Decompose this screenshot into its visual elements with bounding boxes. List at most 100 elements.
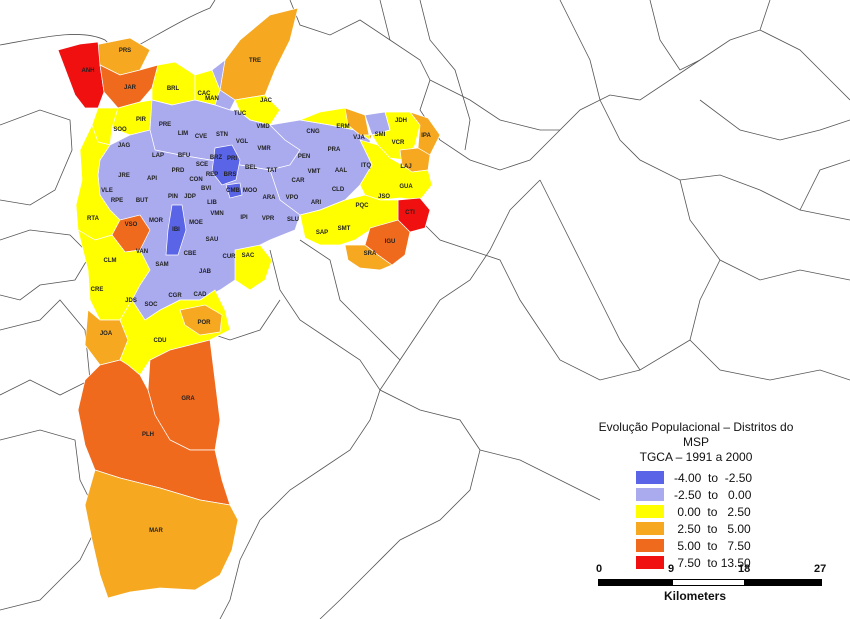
label-gua: GUA [399, 184, 413, 190]
district-anh [57, 41, 105, 109]
label-ibi: IBI [172, 227, 180, 233]
label-moo: MOO [243, 188, 258, 194]
label-gra: GRA [181, 396, 195, 402]
label-sce: SCE [196, 162, 208, 168]
legend-swatch [636, 505, 664, 518]
district-sac [234, 244, 273, 291]
label-sau: SAU [206, 237, 219, 243]
label-vso: VSO [125, 222, 138, 228]
label-clm: CLM [104, 258, 117, 264]
label-pqc: PQC [355, 203, 369, 209]
district-cmb [225, 182, 243, 199]
scale-segment [598, 579, 674, 586]
label-api: API [147, 176, 157, 182]
label-lim: LIM [178, 131, 188, 137]
label-vmr: VMR [257, 146, 271, 152]
label-erm: ERM [336, 124, 349, 130]
scale-tick: 9 [668, 563, 675, 575]
scale-unit-label: Kilometers [664, 589, 727, 603]
label-vpo: VPO [286, 195, 299, 201]
label-cdu: CDU [154, 338, 167, 344]
label-jds: JDS [125, 298, 137, 304]
label-car: CAR [292, 178, 306, 184]
district-plh [77, 359, 231, 506]
label-ari: ARI [311, 200, 322, 206]
legend-item: -4.00 to -2.50 [636, 469, 796, 486]
label-vle: VLE [101, 188, 113, 194]
label-brs: BRS [224, 172, 237, 178]
scale-bar: 0 9 18 27 Kilometers [596, 563, 828, 603]
label-jdp: JDP [184, 194, 196, 200]
label-pre: PRE [159, 122, 171, 128]
label-bfu: BFU [178, 153, 190, 159]
label-mar: MAR [149, 528, 163, 534]
label-mor: MOR [149, 218, 164, 224]
legend-swatch [636, 522, 664, 535]
label-tre: TRE [249, 58, 261, 64]
label-slu: SLU [287, 217, 299, 223]
label-vmt: VMT [308, 169, 321, 175]
label-ipa: IPA [421, 133, 431, 139]
legend-swatch [636, 556, 664, 569]
legend-label: -2.50 to 0.00 [674, 487, 752, 502]
label-soc: SOC [144, 302, 158, 308]
label-jar: JAR [124, 85, 137, 91]
legend-item: -2.50 to 0.00 [636, 486, 796, 503]
label-vmd: VMD [256, 124, 270, 130]
scale-segment [672, 579, 746, 586]
label-rep: REP [206, 172, 218, 178]
legend-label: -4.00 to -2.50 [674, 470, 753, 485]
label-cur: CUR [223, 254, 237, 260]
label-itq: ITQ [361, 163, 371, 169]
label-por: POR [197, 320, 211, 326]
label-sap: SAP [316, 230, 328, 236]
district-tre [219, 7, 299, 101]
label-jag: JAG [118, 143, 131, 149]
legend-swatch [636, 471, 664, 484]
label-cmb: CMB [226, 188, 240, 194]
label-pra: PRA [328, 147, 341, 153]
label-pin: PIN [168, 194, 178, 200]
label-laj: LAJ [400, 164, 411, 170]
label-smt: SMT [338, 226, 351, 232]
label-cad: CAD [194, 292, 208, 298]
district-por [179, 304, 223, 336]
label-tuc: TUC [234, 111, 247, 117]
label-jab: JAB [199, 269, 212, 275]
legend-label: 2.50 to 5.00 [674, 521, 751, 536]
label-prd: PRD [172, 168, 185, 174]
label-stn: STN [216, 132, 228, 138]
label-sra: SRA [364, 251, 377, 257]
label-brz: BRZ [210, 155, 223, 161]
label-joa: JOA [100, 331, 113, 337]
label-smi: SMI [375, 132, 386, 138]
label-lap: LAP [152, 153, 164, 159]
label-pen: PEN [298, 154, 310, 160]
scale-tick: 18 [738, 563, 751, 575]
label-igu: IGU [385, 239, 396, 245]
label-man: MAN [205, 96, 219, 102]
scale-segment [744, 579, 822, 586]
label-aal: AAL [335, 168, 348, 174]
legend-item: 2.50 to 5.00 [636, 520, 796, 537]
label-bel: BEL [245, 165, 257, 171]
label-but: BUT [136, 198, 149, 204]
label-vgl: VGL [236, 139, 249, 145]
label-vja: VJA [353, 135, 365, 141]
label-jdh: JDH [395, 118, 407, 124]
label-moe: MOE [189, 220, 203, 226]
map-legend: Evolução Populacional – Distritos do MSP… [596, 420, 796, 571]
district-brl [151, 61, 196, 106]
label-jre: JRE [118, 173, 130, 179]
label-rta: RTA [87, 216, 100, 222]
label-cbe: CBE [184, 251, 197, 257]
legend-label: 7.50 to 13.50 [674, 555, 751, 570]
district-mar [84, 469, 239, 599]
label-sac: SAC [242, 253, 255, 259]
district-man [211, 59, 236, 111]
district-ibi [165, 204, 187, 256]
label-cac: CAC [198, 91, 212, 97]
